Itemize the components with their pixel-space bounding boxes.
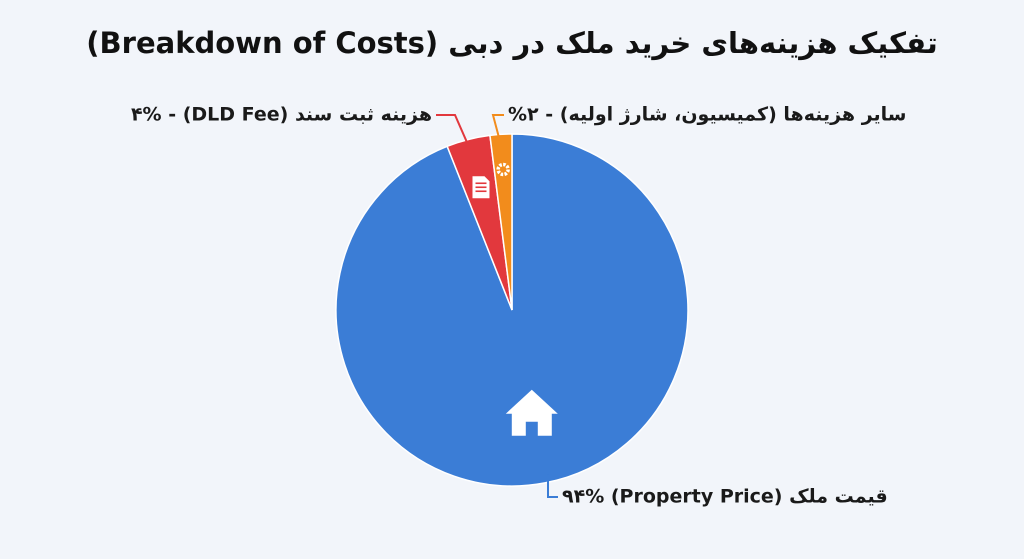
slice-label: سایر هزینه‌ها (کمیسیون، شارژ اولیه) - ۲% <box>508 104 907 126</box>
gear-icon <box>496 162 510 177</box>
leader-line <box>491 114 504 149</box>
slice-icon <box>505 389 558 436</box>
slice-label: هزینه ثبت سند (DLD Fee) - ۴% <box>131 104 432 126</box>
chart-title: تفکیک هزینه‌های خرید ملک در دبی (Breakdo… <box>86 26 937 60</box>
slice-label: قیمت ملک (Property Price) ۹۴% <box>562 486 888 508</box>
pie-slice <box>489 133 513 311</box>
house-icon <box>505 389 558 436</box>
slice-icon <box>472 176 490 199</box>
leader-line <box>436 114 473 154</box>
pie-slice <box>335 133 689 487</box>
leader-line <box>547 474 558 498</box>
slice-icon <box>496 162 510 177</box>
